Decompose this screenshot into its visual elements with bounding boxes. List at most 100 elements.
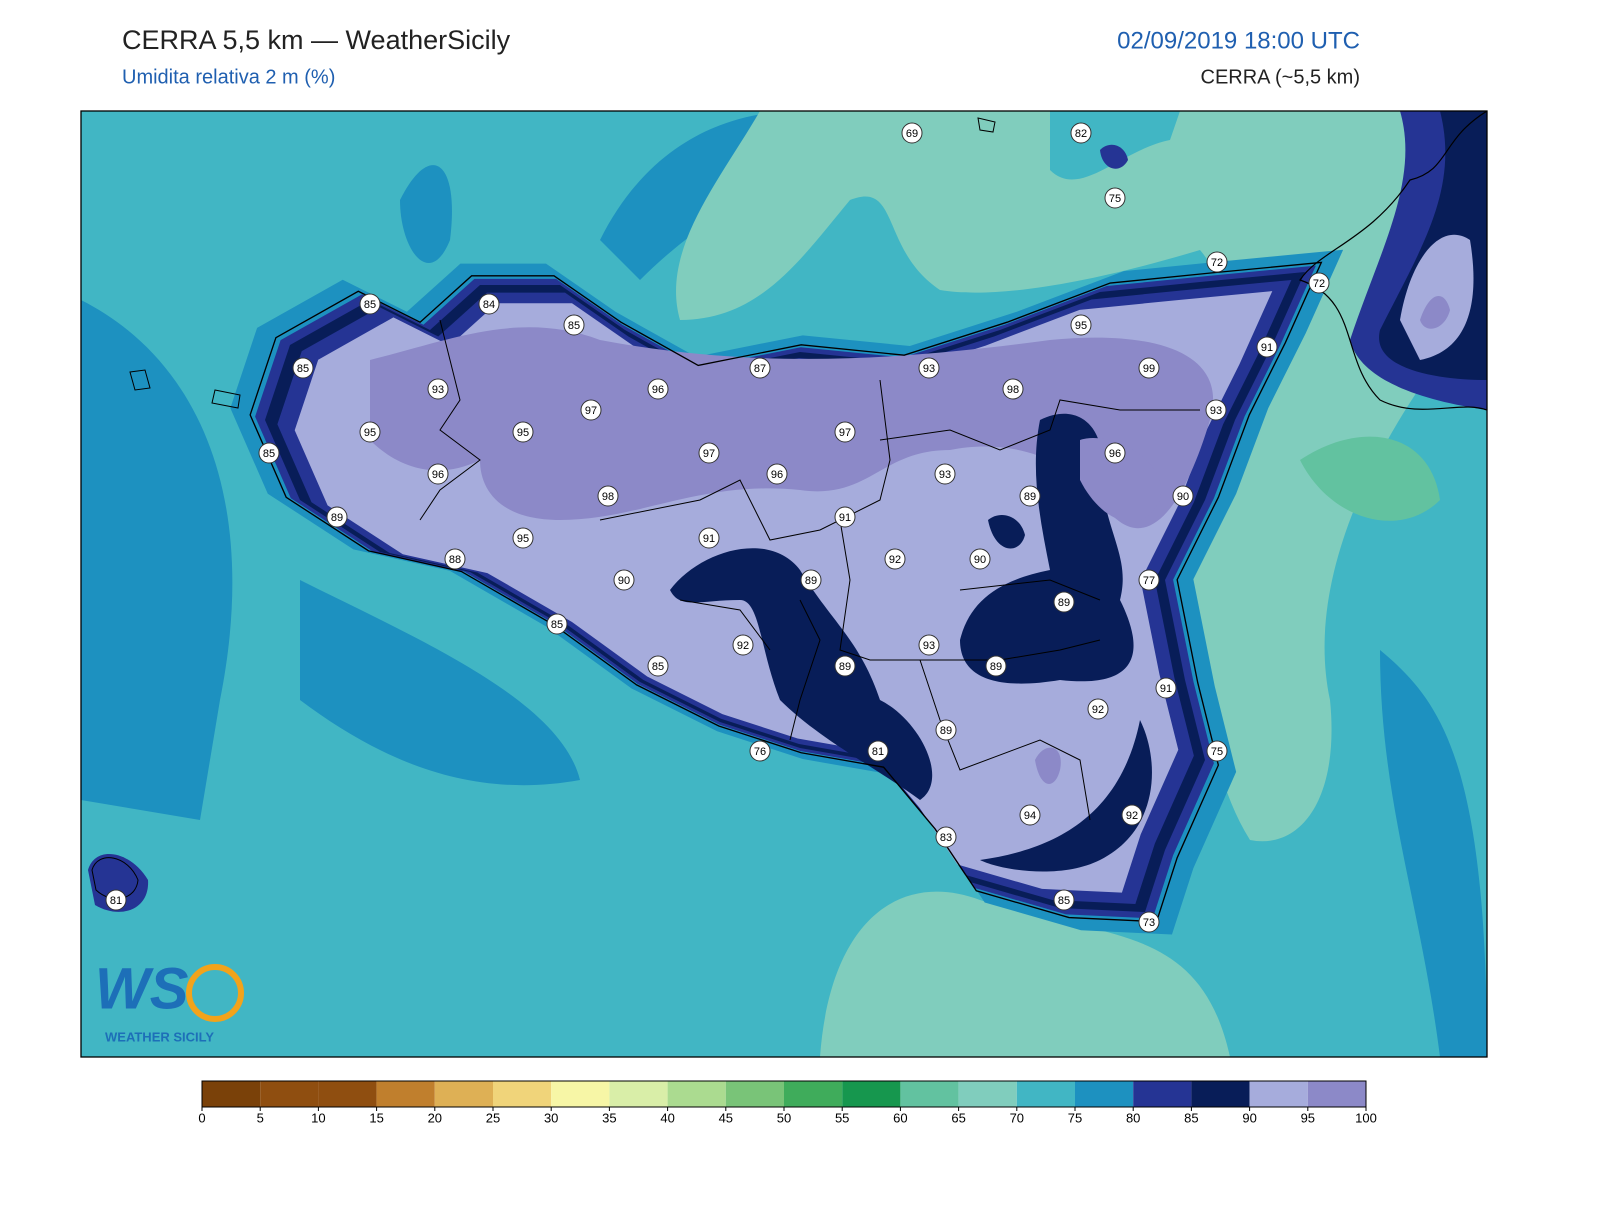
colorbar-tick-label: 65 <box>951 1110 965 1125</box>
station-value: 83 <box>940 832 952 844</box>
coastline <box>1299 111 1487 411</box>
subtitle: Umidita relativa 2 m (%) <box>122 66 335 88</box>
station-value: 76 <box>754 746 766 758</box>
station-value: 89 <box>1024 491 1036 503</box>
station-marker <box>1019 804 1041 826</box>
colorbar-bin <box>667 1081 726 1107</box>
station-marker <box>427 378 449 400</box>
contour-95 <box>1420 296 1450 329</box>
station-marker <box>292 357 314 379</box>
station-value: 99 <box>1143 363 1155 375</box>
colorbar-bin <box>609 1081 668 1107</box>
station-value: 91 <box>839 512 851 524</box>
colorbar-bin <box>1307 1081 1366 1107</box>
station-marker <box>1138 569 1160 591</box>
colorbar-bin <box>202 1081 261 1107</box>
station-value: 98 <box>602 491 614 503</box>
colorbar-bin <box>551 1081 610 1107</box>
station-marker <box>935 826 957 848</box>
colorbar-tick-label: 50 <box>777 1110 791 1125</box>
islet <box>129 117 996 409</box>
colorbar-bin <box>1249 1081 1308 1107</box>
contour-60 <box>1300 436 1440 521</box>
station-value: 97 <box>585 405 597 417</box>
station-value: 89 <box>990 661 1002 673</box>
station-marker <box>647 655 669 677</box>
station-marker <box>1308 272 1330 294</box>
station-marker <box>834 655 856 677</box>
station-value: 89 <box>940 725 952 737</box>
colorbar-tick-label: 85 <box>1184 1110 1198 1125</box>
station-marker <box>1053 889 1075 911</box>
station-marker <box>1070 314 1092 336</box>
contour-75 <box>400 165 452 263</box>
station-value: 75 <box>1109 193 1121 205</box>
contour-95 <box>1080 438 1162 522</box>
colorbar: 0 5 10 15 20 25 30 35 40 45 50 55 60 65 70 75 80 85 90 95 10… <box>198 1080 1377 1125</box>
contour-95 <box>370 327 1214 529</box>
colorbar-bin <box>725 1081 784 1107</box>
map-area: 69 82 75 72 72 85 84 85 95 91 85 87 93 99 93 96 98 97 93 95… <box>81 111 1487 1057</box>
colorbar-bin <box>958 1081 1017 1107</box>
station-marker <box>359 293 381 315</box>
colorbar-tick-label: 60 <box>893 1110 907 1125</box>
colorbar-bin <box>1133 1081 1192 1107</box>
station-value: 95 <box>517 533 529 545</box>
station-value: 93 <box>1210 405 1222 417</box>
station-value: 89 <box>1058 597 1070 609</box>
station-value: 85 <box>1058 895 1070 907</box>
colorbar-tick-label: 45 <box>719 1110 733 1125</box>
station-value: 89 <box>331 512 343 524</box>
station-marker <box>1205 399 1227 421</box>
colorbar-tick-label: 10 <box>311 1110 325 1125</box>
station-marker <box>834 506 856 528</box>
station-marker <box>918 357 940 379</box>
logo-mark: WS <box>95 956 189 1021</box>
station-value: 85 <box>568 320 580 332</box>
station-marker <box>766 463 788 485</box>
station-value: 97 <box>703 448 715 460</box>
station-marker <box>749 357 771 379</box>
station-value: 92 <box>1126 810 1138 822</box>
station-marker <box>867 740 889 762</box>
colorbar-tick-label: 25 <box>486 1110 500 1125</box>
station-marker <box>1053 591 1075 613</box>
station-marker <box>985 655 1007 677</box>
station-value: 85 <box>364 299 376 311</box>
colorbar-bin <box>318 1081 377 1107</box>
station-marker <box>1206 251 1228 273</box>
contour-75 <box>1380 650 1487 1057</box>
station-marker <box>749 740 771 762</box>
colorbar-bin <box>842 1081 901 1107</box>
station-value: 96 <box>432 469 444 481</box>
station-marker <box>800 569 822 591</box>
station-value: 93 <box>432 384 444 396</box>
map-frame <box>80 110 1488 1058</box>
station-value: 95 <box>1075 320 1087 332</box>
colorbar-tick-label: 95 <box>1301 1110 1315 1125</box>
station-marker <box>918 634 940 656</box>
colorbar-tick-label: 70 <box>1010 1110 1024 1125</box>
colorbar-tick-label: 90 <box>1242 1110 1256 1125</box>
colorbar-tick-label: 100 <box>1355 1110 1377 1125</box>
station-value: 77 <box>1143 575 1155 587</box>
station-value: 73 <box>1143 917 1155 929</box>
station-value: 88 <box>449 554 461 566</box>
station-marker <box>1172 485 1194 507</box>
colorbar-tick-label: 40 <box>660 1110 674 1125</box>
colorbar-bin <box>1016 1081 1075 1107</box>
station-value: 90 <box>1177 491 1189 503</box>
station-value: 89 <box>839 661 851 673</box>
colorbar-bin <box>1191 1081 1250 1107</box>
station-marker <box>732 634 754 656</box>
station-marker <box>901 122 923 144</box>
colorbar-bin <box>1075 1081 1134 1107</box>
station-value: 81 <box>872 746 884 758</box>
datetime: 02/09/2019 18:00 UTC <box>1117 27 1360 54</box>
station-value: 91 <box>1160 683 1172 695</box>
station-marker <box>1070 122 1092 144</box>
station-value: 94 <box>1024 810 1036 822</box>
station-marker <box>1002 378 1024 400</box>
colorbar-bin <box>900 1081 959 1107</box>
